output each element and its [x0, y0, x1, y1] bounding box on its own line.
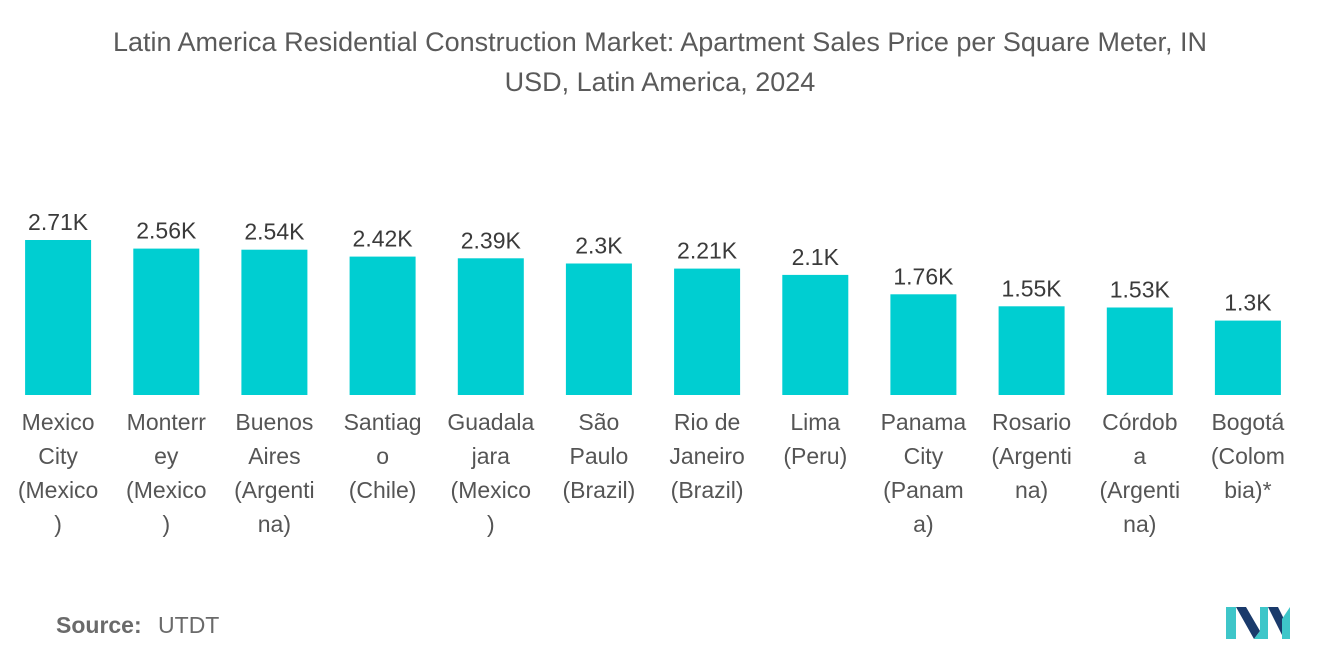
category-label-line: Aires	[248, 443, 300, 469]
mordor-intelligence-logo	[1226, 607, 1290, 639]
category-label-line: Córdob	[1102, 409, 1177, 435]
category-label: Santiag o (Chile)	[344, 409, 422, 503]
bar-value-label: 2.39K	[461, 227, 522, 253]
bar-value-label: 2.71K	[28, 209, 89, 235]
category-label: Buenos Aires (Argenti na)	[234, 409, 315, 537]
category-label-line: )	[54, 511, 62, 537]
chart-title: Latin America Residential Construction M…	[10, 22, 1310, 102]
logo-mark-right	[1282, 607, 1290, 639]
bar-value-label: 2.21K	[677, 238, 738, 264]
category-label-line: (Argenti	[991, 443, 1072, 469]
category-label-line: na)	[258, 511, 291, 537]
category-label-line: (Panam	[883, 477, 964, 503]
bar	[782, 274, 849, 395]
category-label-line: ey	[154, 443, 179, 469]
bar-value-label: 2.42K	[353, 226, 414, 252]
category-label-line: Panama	[881, 409, 967, 435]
bar	[890, 294, 957, 395]
bar-value-label: 1.55K	[1002, 275, 1063, 301]
source-value: UTDT	[158, 612, 220, 638]
category-label-line: (Argenti	[234, 477, 315, 503]
category-labels-group: Mexico City (Mexico) Monterr ey (Mexico) Bueno…	[18, 409, 1285, 537]
category-label: Córdob a (Argenti na)	[1100, 409, 1181, 537]
category-label-line: City	[904, 443, 944, 469]
category-label-line: São	[578, 409, 619, 435]
category-label-line: (Brazil)	[562, 477, 635, 503]
bars-group	[25, 240, 1281, 395]
category-label: Rio de Janeiro (Brazil)	[669, 409, 744, 503]
bar-value-label: 1.76K	[893, 263, 954, 289]
category-label: Panama City (Panam a)	[881, 409, 967, 537]
category-label-line: (Colom	[1211, 443, 1285, 469]
bar-value-label: 2.56K	[136, 218, 197, 244]
logo-mark-mid	[1254, 607, 1268, 639]
category-label-line: Buenos	[235, 409, 313, 435]
bar	[1214, 320, 1281, 395]
category-label-line: )	[162, 511, 170, 537]
category-label: São Paulo (Brazil)	[562, 409, 635, 503]
category-label-line: a)	[913, 511, 933, 537]
chart-title-line-2: USD, Latin America, 2024	[504, 67, 816, 97]
category-label: Rosario (Argenti na)	[991, 409, 1072, 503]
bar-value-label: 2.54K	[244, 219, 305, 245]
bar	[241, 249, 308, 395]
logo-mark-diag-1	[1236, 607, 1260, 639]
category-label-line: (Mexico	[18, 477, 99, 503]
category-label-line: (Mexico	[451, 477, 532, 503]
value-labels-group: 2.71K 2.56K 2.54K 2.42K 2.39K 2.3K 2.21K 2.1K 1.…	[28, 209, 1272, 316]
category-label-line: Guadala	[447, 409, 534, 435]
category-label-line: jara	[471, 443, 511, 469]
category-label-line: Rio de	[674, 409, 740, 435]
category-label: Lima (Peru)	[783, 409, 847, 469]
category-label-line: (Chile)	[349, 477, 417, 503]
category-label-line: Bogotá	[1211, 409, 1284, 435]
category-label: Monterr ey (Mexico)	[126, 409, 207, 537]
bar	[998, 306, 1065, 395]
logo-mark-left	[1226, 607, 1236, 639]
category-label-line: na)	[1015, 477, 1048, 503]
category-label-line: (Argenti	[1100, 477, 1181, 503]
category-label-line: Santiag	[344, 409, 422, 435]
category-label-line: Monterr	[127, 409, 207, 435]
bar-value-label: 1.53K	[1110, 277, 1171, 303]
category-label-line: bia)*	[1224, 477, 1271, 503]
bar-value-label: 2.3K	[575, 233, 623, 259]
category-label-line: Mexico	[22, 409, 95, 435]
bar	[25, 240, 92, 395]
category-label-line: (Mexico	[126, 477, 207, 503]
source-note: Source: UTDT	[56, 612, 219, 639]
category-label-line: Rosario	[992, 409, 1071, 435]
category-label: Guadala jara (Mexico)	[447, 409, 534, 537]
category-label-line: )	[487, 511, 495, 537]
category-label: Bogotá (Colom bia)*	[1211, 409, 1285, 503]
category-label-line: Paulo	[569, 443, 628, 469]
bar	[1106, 307, 1173, 395]
bar-value-label: 1.3K	[1224, 290, 1272, 316]
bar	[133, 248, 200, 395]
category-label-line: (Brazil)	[671, 477, 744, 503]
category-label-line: Janeiro	[669, 443, 744, 469]
category-label-line: o	[376, 443, 389, 469]
chart-title-line-1: Latin America Residential Construction M…	[112, 27, 1207, 57]
category-label-line: a	[1133, 443, 1146, 469]
bar	[674, 268, 741, 395]
bar-chart: 2.71K 2.56K 2.54K 2.42K 2.39K 2.3K 2.21K 2.1K 1.…	[18, 209, 1285, 537]
bar	[457, 258, 524, 395]
category-label: Mexico City (Mexico)	[18, 409, 99, 537]
category-label-line: Lima	[790, 409, 840, 435]
bar-value-label: 2.1K	[792, 244, 840, 270]
category-label-line: na)	[1123, 511, 1156, 537]
category-label-line: City	[38, 443, 78, 469]
bar	[349, 256, 416, 395]
bar	[565, 263, 632, 395]
category-label-line: (Peru)	[783, 443, 847, 469]
source-label: Source:	[56, 612, 142, 638]
